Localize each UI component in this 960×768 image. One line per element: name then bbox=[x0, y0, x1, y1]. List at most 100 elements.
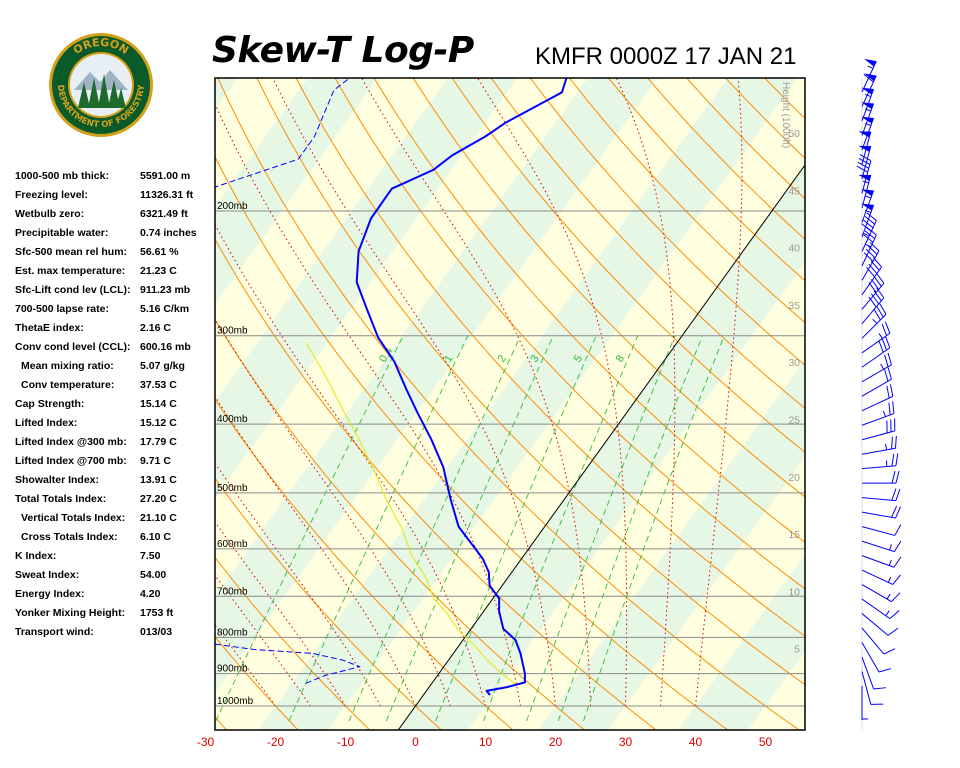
moist-adiabat-line bbox=[272, 78, 556, 707]
index-label: K Index: bbox=[15, 550, 57, 562]
oregon-department-of-forestry-logo: OREGON DEPARTMENT OF FORESTRY bbox=[49, 33, 153, 137]
index-label: Vertical Totals Index: bbox=[21, 512, 126, 524]
wind-barb-flag bbox=[895, 471, 900, 484]
wind-barb-flag bbox=[891, 436, 893, 450]
index-value: 27.20 C bbox=[140, 493, 177, 505]
index-value: 4.20 bbox=[140, 588, 161, 600]
wind-barb-halfflag bbox=[885, 610, 890, 616]
wind-barb-flag bbox=[894, 435, 897, 449]
wind-barb-flag bbox=[883, 648, 896, 655]
wind-barb bbox=[861, 524, 902, 536]
wind-barb-halfflag bbox=[882, 410, 886, 417]
index-row: Sfc-500 mean rel hum: 56.61 % bbox=[15, 244, 215, 263]
wind-barb-shaft bbox=[861, 395, 894, 412]
dry-adiabat-line bbox=[215, 398, 514, 730]
mixing-ratio-line bbox=[215, 335, 404, 722]
wind-barb-shaft bbox=[861, 555, 895, 568]
wind-barb-halfflag bbox=[863, 232, 870, 237]
wind-barb bbox=[861, 87, 875, 122]
wind-barb-halfflag bbox=[880, 363, 885, 370]
wind-barb bbox=[861, 656, 886, 690]
x-tick-label: 50 bbox=[759, 735, 773, 749]
index-row: Lifted Index @700 mb: 9.71 C bbox=[15, 453, 215, 472]
wind-barb-flag bbox=[878, 340, 884, 353]
wind-barb bbox=[861, 627, 896, 655]
wind-barb-halfflag bbox=[872, 318, 878, 324]
wind-barb bbox=[861, 686, 868, 720]
x-tick-label: 30 bbox=[619, 735, 633, 749]
wind-barb-halfflag bbox=[867, 65, 874, 69]
dry-adiabats bbox=[215, 78, 805, 730]
dry-adiabat-line bbox=[295, 78, 805, 637]
index-label: Mean mixing ratio: bbox=[21, 360, 114, 372]
moist-adiabat-line bbox=[615, 78, 676, 707]
index-label: Freezing level: bbox=[15, 189, 88, 201]
dry-adiabat-line bbox=[215, 318, 586, 730]
wind-barb-halfflag bbox=[885, 443, 888, 450]
pressure-label: 1000mb bbox=[217, 696, 254, 707]
wind-barb-flag bbox=[878, 668, 892, 673]
wind-barb-halfflag bbox=[889, 544, 892, 551]
index-label: ThetaE index: bbox=[15, 322, 84, 334]
index-label: Total Totals Index: bbox=[15, 493, 107, 505]
index-value: 11326.31 ft bbox=[140, 189, 194, 201]
wind-barb-flag bbox=[894, 524, 902, 536]
wind-barb-shaft bbox=[861, 511, 896, 519]
index-value: 5.07 g/kg bbox=[140, 360, 185, 372]
wind-barb bbox=[861, 540, 902, 553]
pressure-label: 400mb bbox=[217, 414, 248, 425]
index-label: Yonker Mixing Height: bbox=[15, 607, 126, 619]
dry-adiabat-line bbox=[215, 716, 228, 730]
wind-barb bbox=[861, 613, 899, 636]
wind-barb-flag bbox=[889, 384, 894, 397]
height-tick-label: 35 bbox=[788, 300, 800, 312]
wind-barb-shaft bbox=[861, 266, 882, 296]
wind-barb-shaft bbox=[861, 465, 896, 470]
pressure-label: 700mb bbox=[217, 586, 248, 597]
wind-barb bbox=[861, 418, 896, 441]
wind-barb-shaft bbox=[861, 297, 885, 325]
index-row: Conv temperature: 37.53 C bbox=[15, 377, 215, 396]
wind-barb-flag bbox=[857, 161, 869, 169]
index-value: 37.53 C bbox=[140, 379, 177, 391]
x-tick-label: 10 bbox=[479, 735, 493, 749]
wind-barb-shaft bbox=[861, 364, 892, 383]
chart-title: Skew-T Log-P bbox=[212, 30, 474, 71]
index-row: Vertical Totals Index: 21.10 C bbox=[15, 510, 215, 529]
wind-barb-halfflag bbox=[885, 460, 888, 467]
wind-barb-flag bbox=[865, 248, 876, 259]
index-label: Sfc-Lift cond lev (LCL): bbox=[15, 284, 131, 296]
isotherm-band bbox=[215, 78, 658, 693]
index-label: 700-500 lapse rate: bbox=[15, 303, 109, 315]
moist-adiabat-line bbox=[477, 78, 628, 706]
index-value: 56.61 % bbox=[140, 246, 179, 258]
sounding-traces bbox=[215, 78, 570, 696]
moist-adiabat-line bbox=[361, 78, 591, 707]
mixing-ratio-line bbox=[482, 335, 639, 722]
wind-barb-shaft bbox=[861, 671, 872, 705]
wind-barb-flag bbox=[866, 267, 875, 278]
dry-adiabat-line bbox=[217, 78, 801, 730]
mixing-ratio-line bbox=[435, 335, 597, 722]
wind-barb bbox=[856, 154, 872, 194]
wind-barb-shaft bbox=[861, 627, 885, 655]
moist-adiabat-line bbox=[695, 78, 743, 707]
index-value: 0.74 inches bbox=[140, 227, 197, 239]
index-label: Lifted Index: bbox=[15, 417, 78, 429]
index-value: 5.16 C/km bbox=[140, 303, 190, 315]
wind-barb bbox=[861, 671, 884, 705]
mixing-ratio-label: 8 bbox=[614, 353, 627, 365]
wind-barb-flag bbox=[887, 352, 892, 365]
wind-barb-flag bbox=[887, 367, 892, 380]
x-tick-label: -20 bbox=[267, 735, 285, 749]
wind-barb-pennant bbox=[858, 145, 871, 152]
wind-barb-flag bbox=[866, 212, 877, 221]
wind-barb-flag bbox=[892, 574, 901, 585]
index-value: 2.16 C bbox=[140, 322, 171, 334]
wind-barb-shaft bbox=[861, 103, 875, 136]
index-value: 6.10 C bbox=[140, 531, 171, 543]
wind-barb-halfflag bbox=[865, 195, 872, 199]
wind-barb-shaft bbox=[861, 526, 895, 536]
wind-barb-shaft bbox=[861, 145, 872, 180]
height-tick-label: 30 bbox=[788, 357, 800, 369]
